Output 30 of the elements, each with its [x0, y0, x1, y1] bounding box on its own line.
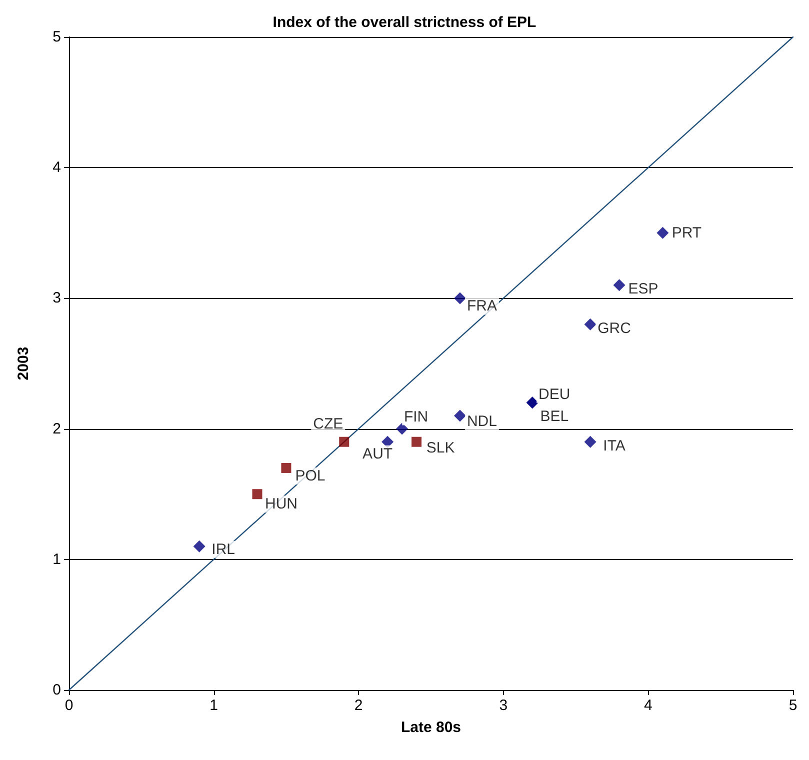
chart-title: Index of the overall strictness of EPL: [272, 14, 536, 31]
annotation: FRA: [466, 298, 497, 315]
y-axis-title: 2003: [15, 346, 32, 380]
annotation: DEU: [538, 386, 570, 404]
annotation: CZE: [313, 415, 344, 432]
annotation: NDL: [466, 413, 497, 430]
y-tick-label: 1: [52, 550, 61, 568]
annotation: IRL: [212, 540, 235, 558]
x-tick-label: 0: [64, 697, 74, 714]
annotation: AUT: [362, 445, 393, 462]
x-axis-title: Late 80s: [400, 719, 462, 736]
x-tick-label: 2: [354, 697, 363, 714]
y-tick-label: 0: [52, 682, 61, 698]
x-tick-label: 5: [788, 697, 798, 714]
y-tick-label: 4: [52, 159, 61, 176]
annotation: PRT: [672, 224, 702, 242]
annotation: POL: [295, 467, 326, 484]
annotation: FIN: [404, 408, 428, 426]
y-tick-label: 5: [52, 28, 61, 46]
y-tick-label: 3: [52, 290, 61, 307]
annotation: ITA: [603, 437, 626, 454]
annotation: SLK: [426, 439, 455, 456]
annotation: BEL: [540, 408, 569, 426]
x-tick-label: 1: [210, 697, 218, 714]
annotation: ESP: [628, 280, 658, 298]
x-tick-label: 3: [499, 697, 508, 714]
annotation: HUN: [264, 496, 298, 513]
x-tick-label: 4: [644, 697, 652, 714]
y-tick-label: 2: [52, 420, 61, 438]
annotation: GRC: [598, 320, 632, 337]
